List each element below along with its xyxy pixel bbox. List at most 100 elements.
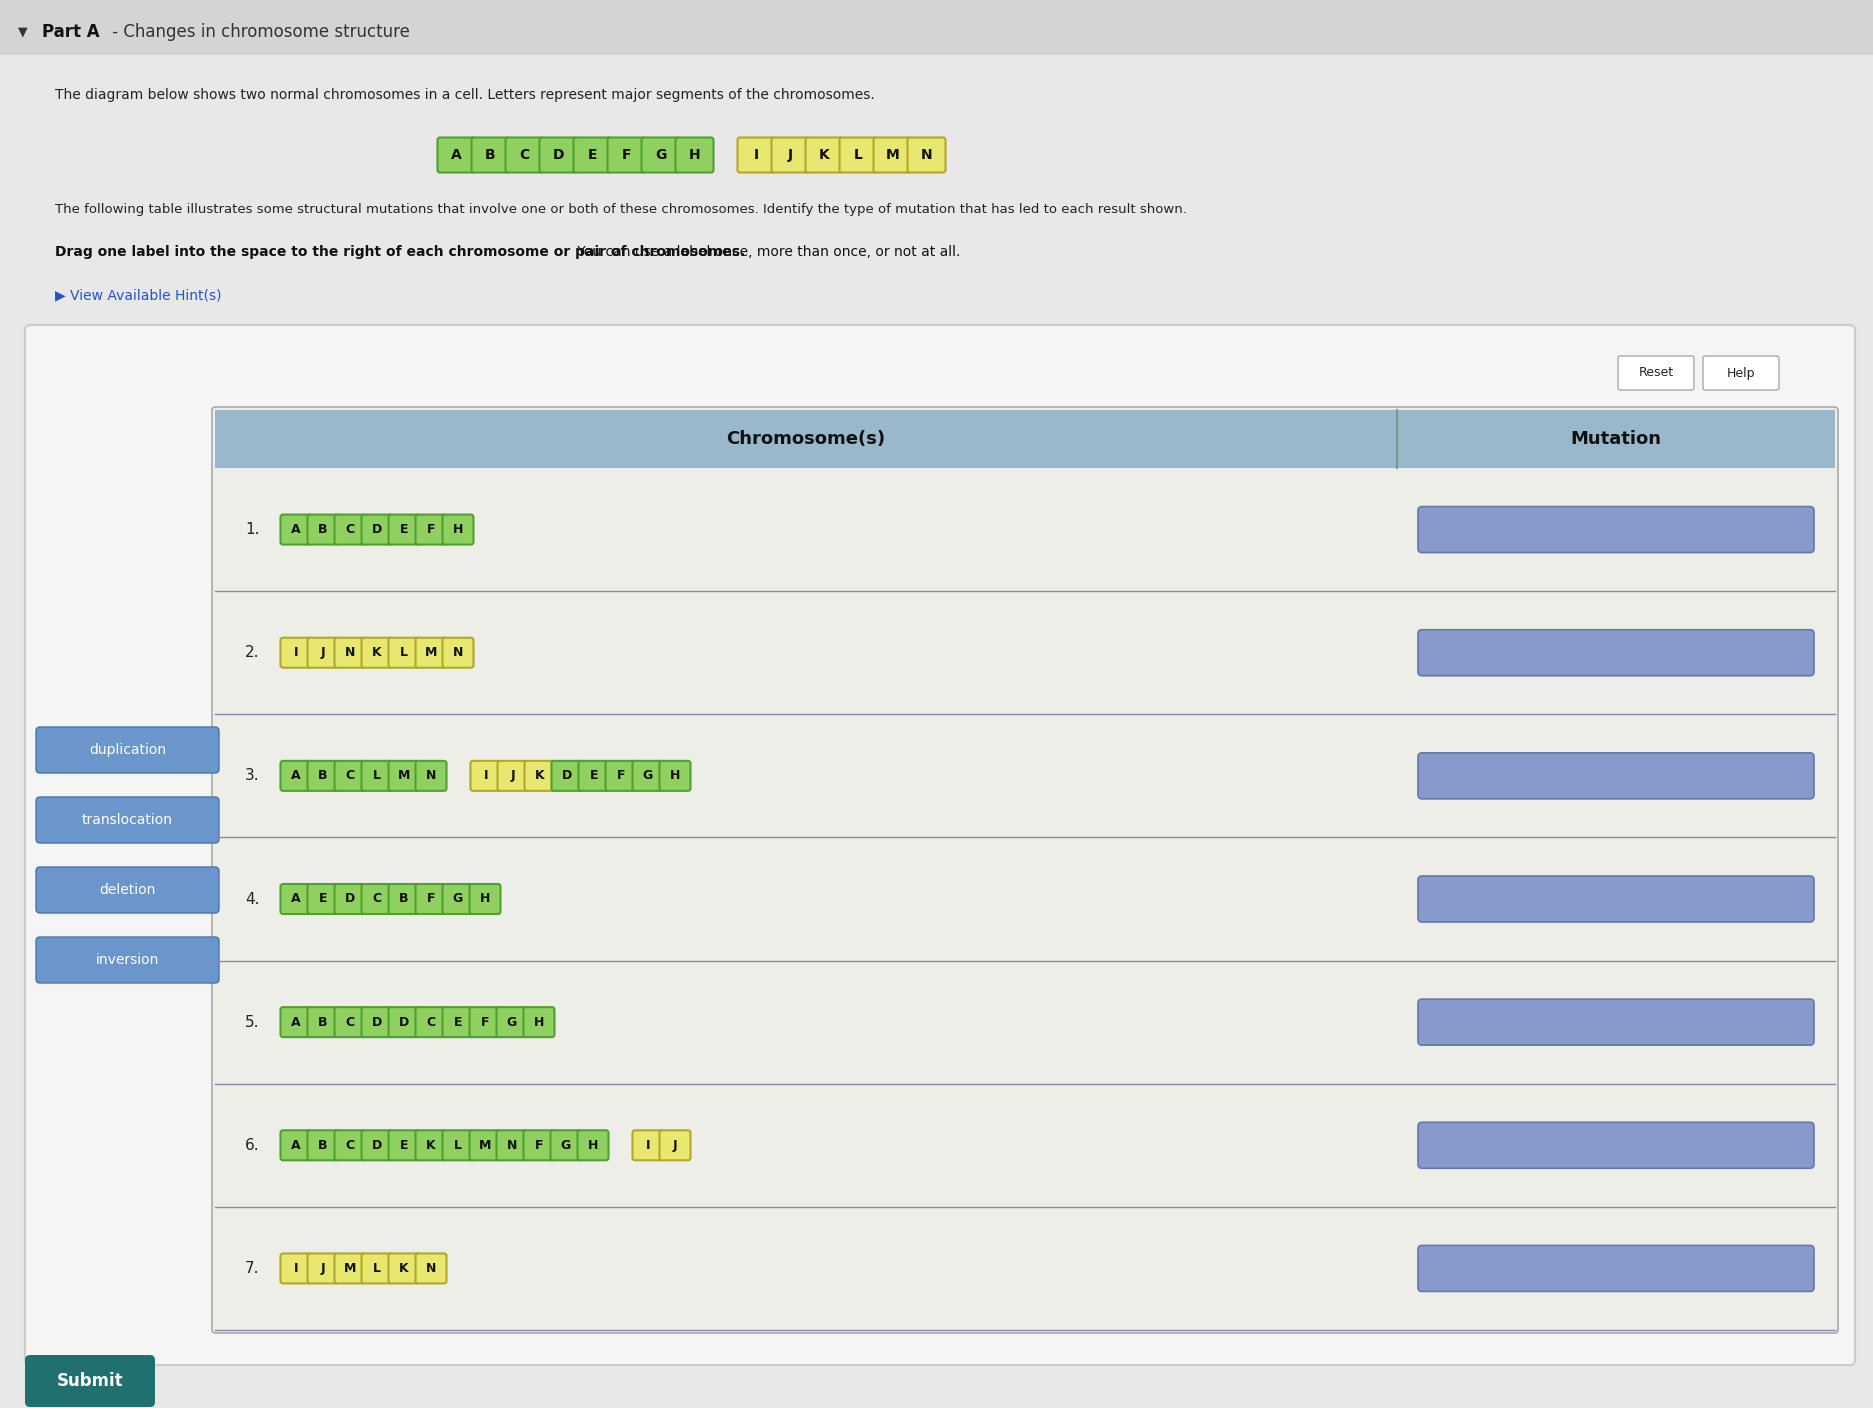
Text: Drag one label into the space to the right of each chromosome or pair of chromos: Drag one label into the space to the rig… [54,245,745,259]
Text: A: A [290,1015,302,1029]
FancyBboxPatch shape [281,514,311,545]
Text: I: I [646,1139,650,1152]
FancyBboxPatch shape [335,760,365,791]
FancyBboxPatch shape [307,1007,339,1038]
FancyBboxPatch shape [676,138,714,173]
FancyBboxPatch shape [307,884,339,914]
Text: G: G [642,769,654,783]
Text: Mutation: Mutation [1570,429,1661,448]
FancyBboxPatch shape [470,760,502,791]
Text: A: A [290,769,302,783]
FancyBboxPatch shape [442,638,474,667]
FancyBboxPatch shape [36,867,219,912]
Text: - Changes in chromosome structure: - Changes in chromosome structure [107,23,410,41]
Text: B: B [399,893,408,905]
Text: B: B [485,148,496,162]
Text: 4.: 4. [245,891,260,907]
Text: B: B [318,769,328,783]
Text: L: L [373,769,380,783]
Text: N: N [453,646,463,659]
Text: Part A: Part A [41,23,99,41]
Text: duplication: duplication [88,743,167,758]
Text: C: C [345,769,354,783]
FancyBboxPatch shape [24,325,1854,1364]
FancyBboxPatch shape [388,760,420,791]
FancyBboxPatch shape [573,138,611,173]
FancyBboxPatch shape [470,1007,500,1038]
Text: translocation: translocation [82,812,172,826]
Text: K: K [373,646,382,659]
FancyBboxPatch shape [335,1131,365,1160]
FancyBboxPatch shape [361,638,393,667]
FancyBboxPatch shape [281,638,311,667]
FancyBboxPatch shape [388,884,420,914]
Text: ▼: ▼ [19,25,28,38]
FancyBboxPatch shape [281,760,311,791]
Text: 7.: 7. [245,1262,260,1276]
Text: B: B [318,522,328,536]
FancyBboxPatch shape [416,514,446,545]
Text: M: M [886,148,899,162]
FancyBboxPatch shape [805,138,843,173]
FancyBboxPatch shape [607,138,646,173]
FancyBboxPatch shape [551,1131,581,1160]
Text: E: E [318,893,328,905]
FancyBboxPatch shape [307,514,339,545]
Text: I: I [294,1262,298,1274]
FancyBboxPatch shape [633,760,663,791]
Text: C: C [345,1139,354,1152]
FancyBboxPatch shape [36,797,219,843]
Text: D: D [553,148,564,162]
Text: E: E [399,522,408,536]
FancyBboxPatch shape [539,138,577,173]
Text: N: N [425,1262,436,1274]
FancyBboxPatch shape [1418,507,1813,552]
Text: G: G [656,148,667,162]
FancyBboxPatch shape [442,1131,474,1160]
Text: A: A [290,893,302,905]
Text: H: H [588,1139,597,1152]
FancyBboxPatch shape [498,760,528,791]
FancyBboxPatch shape [659,1131,691,1160]
FancyBboxPatch shape [551,760,583,791]
FancyBboxPatch shape [438,138,476,173]
Text: Submit: Submit [56,1371,124,1390]
Text: A: A [290,522,302,536]
Text: F: F [622,148,631,162]
FancyBboxPatch shape [523,1007,554,1038]
FancyBboxPatch shape [579,760,609,791]
Text: D: D [373,1015,382,1029]
FancyBboxPatch shape [1618,356,1693,390]
FancyBboxPatch shape [388,514,420,545]
Text: N: N [922,148,933,162]
FancyBboxPatch shape [416,638,446,667]
Text: M: M [345,1262,356,1274]
FancyBboxPatch shape [641,138,680,173]
Text: inversion: inversion [96,953,159,967]
Text: K: K [536,769,545,783]
Text: C: C [345,522,354,536]
FancyBboxPatch shape [307,638,339,667]
FancyBboxPatch shape [1418,1246,1813,1291]
FancyBboxPatch shape [577,1131,609,1160]
FancyBboxPatch shape [24,1354,155,1407]
Text: L: L [373,1262,380,1274]
Text: C: C [427,1015,436,1029]
Text: H: H [671,769,680,783]
Text: L: L [854,148,863,162]
FancyBboxPatch shape [416,1253,446,1284]
Text: E: E [399,1139,408,1152]
FancyBboxPatch shape [738,138,775,173]
Text: G: G [508,1015,517,1029]
Text: deletion: deletion [99,883,155,897]
Text: D: D [562,769,571,783]
Text: F: F [536,1139,543,1152]
FancyBboxPatch shape [1418,629,1813,676]
Text: N: N [425,769,436,783]
Text: E: E [588,148,597,162]
FancyBboxPatch shape [307,1253,339,1284]
Text: 2.: 2. [245,645,260,660]
Text: A: A [451,148,463,162]
FancyBboxPatch shape [361,1131,393,1160]
FancyBboxPatch shape [388,638,420,667]
